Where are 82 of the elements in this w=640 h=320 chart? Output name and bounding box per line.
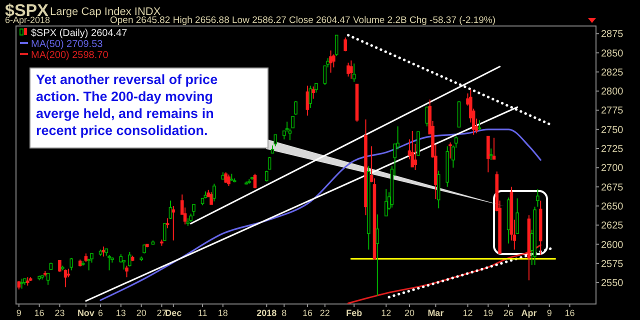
- y-tick-label: 2775: [601, 106, 624, 117]
- candlestick: [90, 252, 94, 264]
- x-tick-label: 9: [546, 308, 552, 318]
- x-tick-label: 12: [462, 308, 473, 318]
- candlestick: [224, 172, 228, 184]
- candlestick: [410, 130, 414, 168]
- text: Open 2645.82 High 2656.88 Low 2586.27 Close 2604.47 Volume 2.2B Chg -58.37 (-2.19%): [110, 15, 496, 26]
- x-tick-label: 19: [483, 308, 494, 318]
- candlestick: [166, 218, 170, 229]
- candlestick: [58, 260, 62, 272]
- candlestick: [314, 82, 318, 94]
- x-tick-label: 16: [302, 308, 312, 318]
- candlestick: [478, 120, 482, 131]
- candlestick: [212, 183, 216, 202]
- candlestick: [125, 265, 128, 278]
- y-tick-label: 2750: [601, 124, 624, 136]
- y-tick-label: 2550: [601, 278, 624, 290]
- candlestick: [210, 192, 213, 205]
- candlestick: [108, 254, 111, 271]
- y-tick-label: 2875: [601, 29, 624, 40]
- candlestick: [46, 272, 50, 286]
- candlestick: [308, 85, 312, 108]
- y-tick-label: 2850: [601, 48, 624, 60]
- legend-label: MA(200) 2598.70: [31, 50, 109, 61]
- candlestick: [128, 251, 132, 267]
- x-tick-label: Mar: [428, 308, 444, 318]
- x-tick-label: 22: [320, 308, 330, 318]
- x-tick-label: Apr: [521, 308, 538, 318]
- candlestick: [416, 131, 420, 156]
- candlestick: [20, 278, 24, 290]
- x-tick-label: 26: [504, 308, 514, 318]
- x-tick-label: Dec: [165, 308, 182, 318]
- y-tick-label: 2625: [601, 220, 624, 232]
- x-tick-label: 18: [218, 308, 228, 318]
- x-tick-label: 16: [34, 308, 44, 318]
- y-tick-label: 2650: [601, 201, 624, 212]
- y-tick-label: 2675: [601, 182, 624, 194]
- candlestick: [486, 136, 490, 173]
- y-tick-label: 2725: [601, 144, 624, 156]
- x-tick-label: Feb: [346, 308, 363, 318]
- candlestick: [122, 260, 126, 270]
- candlestick: [329, 50, 332, 74]
- candlestick: [227, 174, 230, 187]
- candlestick: [312, 86, 315, 100]
- candlestick: [376, 214, 380, 296]
- candlestick: [334, 34, 338, 56]
- candlestick: [70, 258, 74, 271]
- annotation: Yet another reversal of price action. The 200-day moving averge held, and remains in recent price consolidation.: [36, 72, 218, 138]
- x-tick-label: Nov: [77, 308, 94, 318]
- x-tick-label: 20: [404, 308, 414, 318]
- candlestick: [64, 269, 68, 288]
- x-tick-label: 23: [54, 308, 65, 318]
- candlestick: [350, 60, 353, 80]
- x-tick-label: 13: [116, 308, 126, 318]
- x-tick-label: 20: [136, 308, 146, 318]
- candlestick: [384, 188, 388, 216]
- x-tick-label: 9: [16, 308, 22, 318]
- line-series: [347, 244, 542, 304]
- candlestick: [414, 143, 417, 170]
- candlestick: [344, 36, 347, 52]
- x-tick-label: 27: [156, 308, 167, 318]
- candlestick: [516, 198, 519, 234]
- legend-label: $SPX (Daily) 2604.47: [31, 28, 128, 39]
- candlestick: [172, 205, 176, 241]
- legend-label: MA(50) 2709.53: [31, 39, 104, 50]
- x-tick-label: 12: [381, 308, 392, 318]
- candlestick: [163, 223, 166, 241]
- y-tick-label: 2800: [601, 86, 624, 98]
- y-tick-label: 2575: [601, 258, 624, 270]
- candlestick: [274, 134, 278, 147]
- candlestick: [346, 62, 350, 78]
- x-tick-label: 2018: [256, 308, 277, 318]
- candlestick: [253, 173, 257, 189]
- y-tick-label: 2600: [601, 240, 624, 251]
- candlestick: [536, 188, 540, 208]
- x-tick-label: 6: [98, 308, 104, 318]
- x-tick-label: 11: [198, 308, 208, 318]
- x-tick-label: 16: [564, 308, 575, 318]
- x-tick-label: 8: [282, 308, 287, 318]
- candlestick: [448, 142, 452, 159]
- y-tick-label: 2700: [601, 163, 624, 174]
- y-tick-label: 2825: [601, 67, 624, 78]
